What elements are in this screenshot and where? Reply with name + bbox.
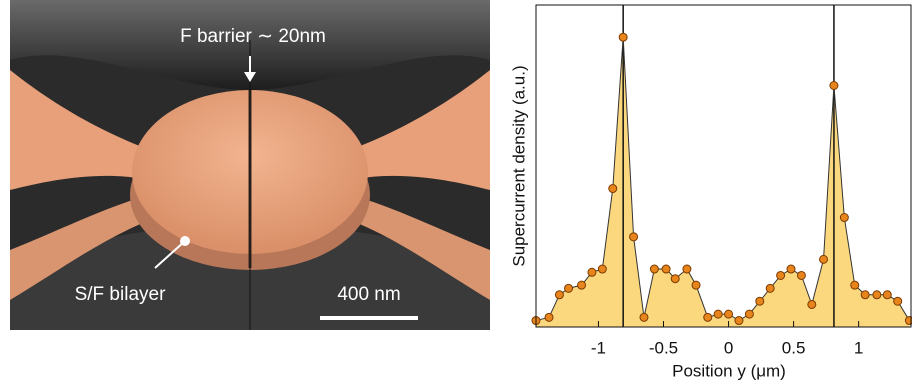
x-tick-label: -0.5 — [649, 338, 678, 357]
data-point — [776, 270, 786, 280]
data-point — [639, 312, 649, 322]
data-point — [587, 267, 597, 277]
data-point — [682, 264, 692, 274]
data-point — [608, 184, 618, 194]
data-point — [807, 299, 817, 309]
x-tick-label: -1 — [591, 338, 606, 357]
data-point — [850, 280, 860, 290]
data-point — [661, 264, 671, 274]
data-point — [839, 213, 849, 223]
data-point — [564, 283, 574, 293]
data-point — [577, 280, 587, 290]
data-point — [904, 316, 912, 326]
bilayer-label: S/F bilayer — [75, 284, 166, 305]
data-point — [786, 264, 796, 274]
x-tick-label: 0.5 — [782, 338, 806, 357]
data-point — [819, 254, 829, 264]
scale-bar-label: 400 nm — [337, 284, 400, 305]
data-point — [703, 312, 713, 322]
data-point — [649, 264, 659, 274]
y-axis-label: Supercurrent density (a.u.) — [509, 65, 528, 266]
data-point — [713, 309, 723, 319]
x-tick-label: 0 — [724, 338, 733, 357]
sem-image: F barrier ∼ 20nm S/F bilayer 400 nm — [10, 0, 490, 330]
barrier-label: F barrier ∼ 20nm — [180, 26, 326, 47]
data-point — [872, 290, 882, 300]
data-point — [893, 296, 903, 306]
plot-frame — [535, 4, 912, 328]
data-point — [618, 32, 628, 42]
data-point — [796, 270, 806, 280]
area-fill — [536, 37, 910, 327]
data-point — [860, 290, 870, 300]
x-axis-label: Position y (μm) — [672, 361, 786, 380]
data-point — [554, 290, 564, 300]
x-tick-label: 1 — [854, 338, 863, 357]
data-point — [882, 290, 892, 300]
data-point — [544, 312, 554, 322]
data-point — [597, 264, 607, 274]
data-point — [829, 81, 839, 90]
data-point — [734, 316, 744, 326]
data-point — [724, 309, 734, 319]
data-point — [629, 232, 639, 242]
data-point — [670, 274, 680, 284]
data-point — [691, 280, 701, 290]
data-point — [755, 296, 765, 306]
data-point — [744, 309, 754, 319]
data-point — [765, 283, 775, 293]
